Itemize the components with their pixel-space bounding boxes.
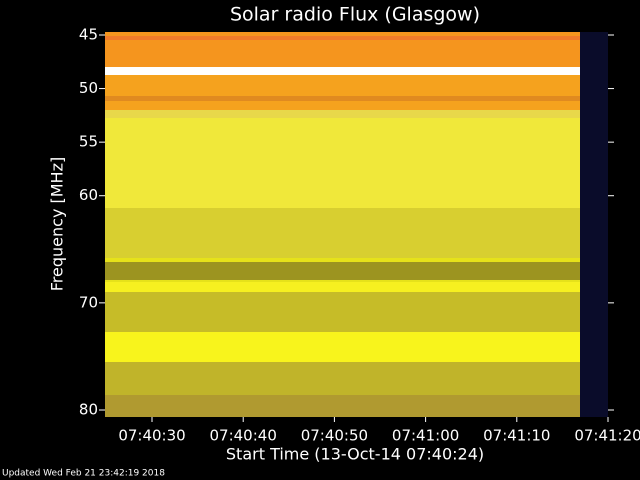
chart-title: Solar radio Flux (Glasgow) [230, 4, 480, 26]
x-tick-label: 07:40:50 [301, 427, 368, 445]
y-tick-label: 80 [79, 401, 98, 419]
footer: Updated Wed Feb 21 23:42:19 2018 [2, 469, 165, 479]
y-tick-label: 55 [79, 133, 98, 151]
band [105, 332, 580, 362]
x-tick-label: 07:40:40 [210, 427, 277, 445]
y-tick-label: 45 [79, 26, 98, 44]
x-tick-label: 07:41:00 [392, 427, 459, 445]
band [105, 262, 580, 280]
band [105, 96, 580, 101]
y-axis-label: Frequency [MHz] [48, 157, 67, 291]
spectrogram [105, 32, 608, 417]
band [105, 282, 580, 292]
x-tick-label: 07:41:20 [574, 427, 640, 445]
band [105, 118, 580, 208]
band [105, 208, 580, 258]
band [105, 75, 580, 110]
y-tick-label: 70 [79, 293, 98, 311]
band [105, 395, 580, 417]
band [105, 292, 580, 332]
no-data-region [580, 32, 608, 417]
band [105, 110, 580, 118]
band [105, 67, 580, 75]
band [105, 36, 580, 40]
y-tick-label: 60 [79, 186, 98, 204]
x-tick-label: 07:41:10 [483, 427, 550, 445]
x-tick-label: 07:40:30 [118, 427, 185, 445]
x-axis-label: Start Time (13-Oct-14 07:40:24) [226, 445, 484, 464]
y-tick-label: 50 [79, 79, 98, 97]
